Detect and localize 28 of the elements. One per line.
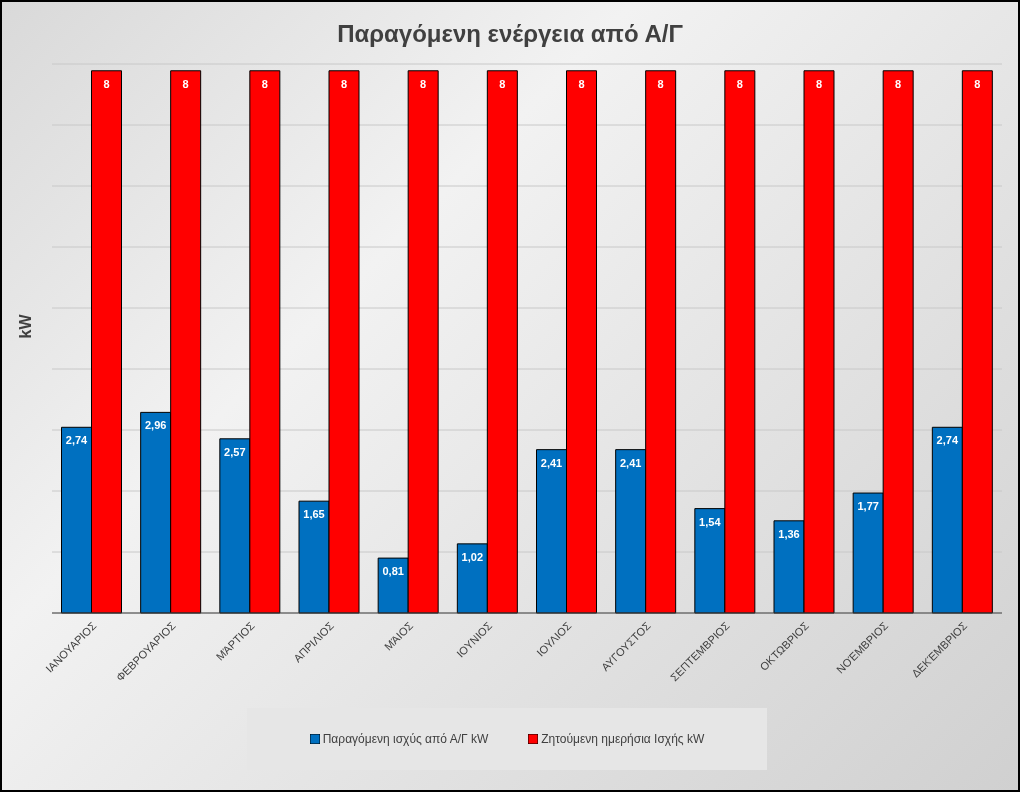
data-label: 8 <box>499 77 506 90</box>
data-label: 2,57 <box>224 445 246 458</box>
data-label: 8 <box>657 77 664 90</box>
data-label: 2,41 <box>540 456 563 469</box>
data-label: 2,96 <box>144 419 167 432</box>
data-label: 8 <box>261 77 268 90</box>
data-label: 1,36 <box>778 527 800 540</box>
legend-label: Παραγόμενη ισχύς από Α/Γ kW <box>322 732 489 746</box>
data-label: 8 <box>340 77 348 90</box>
data-label: 8 <box>974 77 981 90</box>
data-label: 8 <box>103 77 110 90</box>
data-label: 2,74 <box>65 434 89 447</box>
legend-label: Ζητούμενη ημερήσια Ισχής kW <box>541 732 705 746</box>
data-label: 8 <box>420 77 427 90</box>
data-label: 1,54 <box>699 515 722 528</box>
chart-title: Παραγόμενη ενέργεια από Α/Γ <box>336 20 684 49</box>
data-label: 1,65 <box>303 508 325 521</box>
data-label: 1,77 <box>857 500 879 513</box>
data-label: 8 <box>815 77 823 90</box>
data-label: 0,81 <box>382 565 404 578</box>
data-label: 8 <box>578 77 585 90</box>
data-label: 2,41 <box>619 456 642 469</box>
data-label: 8 <box>895 77 902 90</box>
data-label: 2,74 <box>936 434 959 447</box>
y-axis-title: kW <box>16 313 34 339</box>
data-label: 8 <box>736 77 743 90</box>
data-label: 1,02 <box>461 550 484 563</box>
data-label: 8 <box>182 77 189 90</box>
